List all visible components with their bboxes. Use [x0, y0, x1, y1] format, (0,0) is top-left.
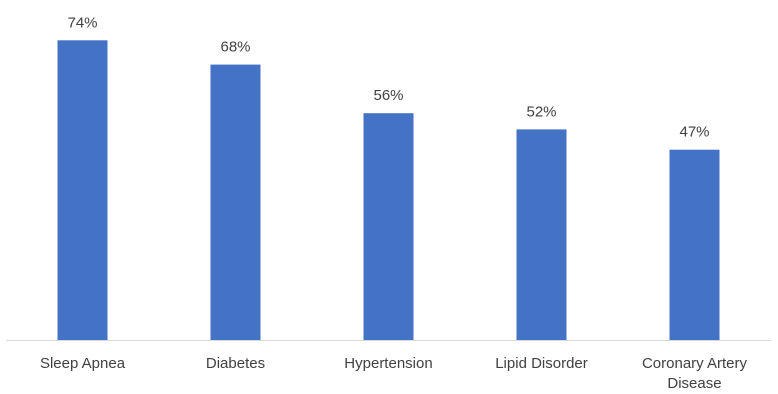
- bar-sleep-apnea: [57, 40, 108, 341]
- category-label-line: Sleep Apnea: [40, 355, 126, 372]
- category-labels-group: Sleep Apnea Diabetes Hypertension Lipid Dis…: [40, 355, 748, 392]
- bar-lipid-disorder: [516, 129, 567, 340]
- category-label: Diabetes: [206, 355, 265, 372]
- data-label: 47%: [679, 124, 709, 141]
- category-label-line: Lipid Disorder: [495, 355, 588, 372]
- category-label: Hypertension: [344, 355, 432, 372]
- data-label: 56%: [373, 87, 403, 104]
- bars-group: [57, 40, 720, 341]
- category-label-line: Diabetes: [206, 355, 265, 372]
- category-label-line: Disease: [667, 375, 721, 392]
- data-label: 52%: [526, 103, 556, 120]
- category-label-line: Coronary Artery: [642, 355, 748, 372]
- data-label: 74%: [67, 14, 97, 31]
- bar-coronary-artery-disease: [669, 149, 720, 340]
- data-label: 68%: [220, 39, 250, 56]
- data-labels-group: 74% 68% 56% 52% 47%: [67, 14, 709, 140]
- bar-diabetes: [210, 64, 261, 340]
- bar-hypertension: [363, 113, 414, 340]
- category-label: Sleep Apnea: [40, 355, 126, 372]
- category-label-line: Hypertension: [344, 355, 432, 372]
- category-label: Coronary Artery Disease: [642, 355, 748, 392]
- category-label: Lipid Disorder: [495, 355, 588, 372]
